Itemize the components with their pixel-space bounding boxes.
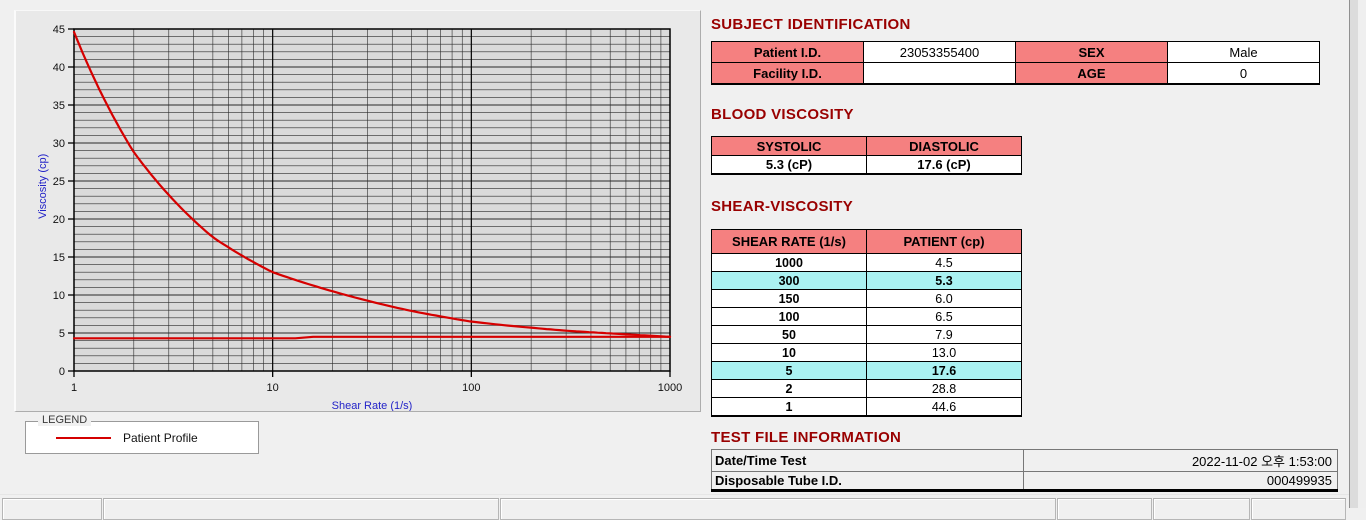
subject-identification-table: Patient I.D. 23053355400 SEX Male Facili…	[711, 41, 1320, 85]
status-panel	[1153, 498, 1250, 520]
legend-caption: LEGEND	[38, 414, 92, 426]
diastolic-header: DIASTOLIC	[866, 136, 1022, 156]
viscosity-cell: 6.0	[866, 289, 1022, 308]
shear-rate-cell: 1000	[711, 253, 867, 272]
status-panel	[1251, 498, 1346, 520]
blood-viscosity-title: BLOOD VISCOSITY	[711, 106, 854, 123]
shear-rate-cell: 10	[711, 343, 867, 362]
svg-text:5: 5	[59, 328, 65, 340]
shear-rate-cell: 50	[711, 325, 867, 344]
svg-text:0: 0	[59, 366, 65, 378]
legend-entry: Patient Profile	[26, 422, 258, 453]
date-time-test-label: Date/Time Test	[711, 449, 1024, 472]
table-row: 1 44.6	[711, 397, 1022, 417]
viscosity-cell: 7.9	[866, 325, 1022, 344]
table-row-highlighted: 5 17.6	[711, 361, 1022, 380]
table-row: SHEAR RATE (1/s) PATIENT (cp)	[711, 229, 1022, 254]
legend-box: LEGEND Patient Profile	[25, 414, 259, 454]
patient-profile-line-swatch	[56, 436, 111, 439]
age-value: 0	[1167, 62, 1320, 85]
patient-cp-header: PATIENT (cp)	[866, 229, 1022, 254]
disposable-tube-id-value: 000499935	[1023, 471, 1338, 491]
svg-text:Shear Rate (1/s): Shear Rate (1/s)	[332, 400, 413, 411]
shear-rate-cell: 1	[711, 397, 867, 417]
test-file-information-table: Date/Time Test 2022-11-02 오후 1:53:00 Dis…	[711, 449, 1338, 492]
systolic-header: SYSTOLIC	[711, 136, 867, 156]
right-edge-margin	[1358, 0, 1366, 508]
shear-viscosity-table: SHEAR RATE (1/s) PATIENT (cp) 1000 4.5 30…	[711, 229, 1022, 417]
svg-text:1000: 1000	[658, 382, 682, 394]
status-panel	[1057, 498, 1152, 520]
table-row: 150 6.0	[711, 289, 1022, 308]
svg-text:100: 100	[462, 382, 480, 394]
shear-rate-cell: 2	[711, 379, 867, 398]
facility-id-label: Facility I.D.	[711, 62, 864, 85]
viscosity-chart-panel: 0 5 10 15 20 25 30 35 40 45 1 10 100 1000 Viscosity (c…	[14, 10, 701, 412]
legend-series-label: Patient Profile	[123, 430, 198, 445]
viscosity-cell: 44.6	[866, 397, 1022, 417]
table-row: 1000 4.5	[711, 253, 1022, 272]
viscosity-cell: 13.0	[866, 343, 1022, 362]
status-bar	[0, 494, 1366, 520]
date-time-test-value: 2022-11-02 오후 1:53:00	[1023, 449, 1338, 472]
sex-label: SEX	[1015, 41, 1168, 63]
status-panel	[500, 498, 1056, 520]
svg-text:30: 30	[53, 138, 65, 150]
shear-rate-cell: 5	[711, 361, 867, 380]
age-label: AGE	[1015, 62, 1168, 85]
svg-text:25: 25	[53, 176, 65, 188]
test-file-information-title: TEST FILE INFORMATION	[711, 429, 902, 446]
viscosity-cell: 28.8	[866, 379, 1022, 398]
patient-id-label: Patient I.D.	[711, 41, 864, 63]
shear-rate-cell: 150	[711, 289, 867, 308]
facility-id-value	[863, 62, 1016, 85]
shear-viscosity-title: SHEAR-VISCOSITY	[711, 198, 854, 215]
table-row: SYSTOLIC DIASTOLIC	[711, 136, 1022, 156]
table-row: Facility I.D. AGE 0	[711, 62, 1320, 85]
sex-value: Male	[1167, 41, 1320, 63]
viscosity-cell: 5.3	[866, 271, 1022, 290]
patient-id-value: 23053355400	[863, 41, 1016, 63]
shear-rate-cell: 300	[711, 271, 867, 290]
table-row: Disposable Tube I.D. 000499935	[711, 471, 1338, 491]
systolic-value: 5.3 (cP)	[711, 155, 867, 175]
shear-rate-header: SHEAR RATE (1/s)	[711, 229, 867, 254]
svg-text:15: 15	[53, 252, 65, 264]
disposable-tube-id-label: Disposable Tube I.D.	[711, 471, 1024, 491]
table-row-highlighted: 300 5.3	[711, 271, 1022, 290]
svg-text:45: 45	[53, 24, 65, 36]
svg-text:Viscosity (cp): Viscosity (cp)	[37, 154, 49, 219]
blood-viscosity-table: SYSTOLIC DIASTOLIC 5.3 (cP) 17.6 (cP)	[711, 136, 1022, 175]
viscosity-cell: 17.6	[866, 361, 1022, 380]
diastolic-value: 17.6 (cP)	[866, 155, 1022, 175]
table-row: 2 28.8	[711, 379, 1022, 398]
viscosity-chart: 0 5 10 15 20 25 30 35 40 45 1 10 100 1000 Viscosity (c…	[37, 24, 682, 411]
table-row: 50 7.9	[711, 325, 1022, 344]
table-row: 5.3 (cP) 17.6 (cP)	[711, 155, 1022, 175]
status-panel	[2, 498, 102, 520]
table-row: 100 6.5	[711, 307, 1022, 326]
status-panel	[103, 498, 499, 520]
svg-text:1: 1	[71, 382, 77, 394]
table-row: Patient I.D. 23053355400 SEX Male	[711, 41, 1320, 63]
svg-text:10: 10	[267, 382, 279, 394]
subject-identification-title: SUBJECT IDENTIFICATION	[711, 16, 911, 33]
svg-text:40: 40	[53, 62, 65, 74]
shear-rate-cell: 100	[711, 307, 867, 326]
svg-text:20: 20	[53, 214, 65, 226]
svg-text:35: 35	[53, 100, 65, 112]
table-row: Date/Time Test 2022-11-02 오후 1:53:00	[711, 449, 1338, 472]
table-row: 10 13.0	[711, 343, 1022, 362]
viscosity-cell: 4.5	[866, 253, 1022, 272]
svg-text:10: 10	[53, 290, 65, 302]
viscosity-cell: 6.5	[866, 307, 1022, 326]
